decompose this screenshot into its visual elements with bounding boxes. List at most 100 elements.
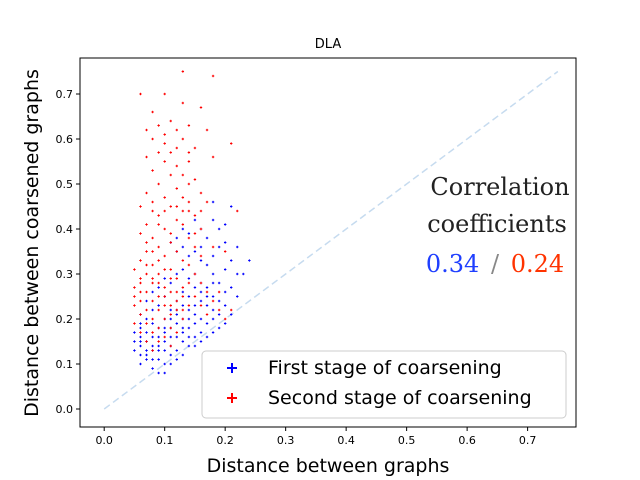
second-stage-point [175,205,178,208]
second-stage-point [211,299,215,303]
first-stage-point [163,371,166,375]
first-stage-point [230,205,233,208]
first-stage-point [230,259,233,262]
first-stage-point [211,317,215,321]
second-stage-point [133,304,136,307]
first-stage-point [169,281,172,285]
second-stage-point [157,295,160,298]
ticks-layer: 0.0 0.1 0.2 0.3 0.4 0.5 0.6 0.7 0.0 0.1 0.2 0.3 0.4 0… [56,88,537,447]
second-stage-point [151,236,154,240]
first-stage-point [181,227,185,231]
first-stage-point [169,362,172,366]
first-stage-point [199,299,203,303]
first-stage-point [181,290,185,294]
x-tick-label: 0.1 [156,434,174,447]
second-stage-point [145,290,148,294]
annotation-line-1: Correlation [430,173,569,201]
first-stage-point [187,335,191,339]
first-stage-point [217,227,221,231]
first-stage-point [211,308,215,312]
first-stage-point [181,353,185,357]
second-stage-point [223,250,227,253]
first-stage-point [205,295,209,298]
second-stage-point [145,155,148,159]
second-stage-point [145,191,148,195]
first-stage-point [217,281,221,285]
second-stage-point [145,241,148,244]
second-stage-point [157,182,160,186]
second-stage-point [205,200,209,204]
second-stage-point [169,241,172,244]
first-stage-point [175,322,178,325]
first-stage-point [205,286,209,289]
first-stage-point [187,295,191,298]
legend: First stage of coarsening Second stage o… [201,350,567,419]
legend-plus-first [227,363,237,373]
first-stage-point [199,259,203,262]
second-stage-point [157,326,160,330]
second-stage-point [211,74,215,78]
first-stage-point [187,308,191,312]
first-stage-point [181,340,185,343]
first-stage-point [205,335,209,339]
legend-marker-second-stage [227,393,237,403]
second-stage-point [157,308,160,312]
first-stage-point [175,236,178,240]
second-stage-point [181,173,185,177]
second-stage-point [151,110,154,114]
first-stage-point [157,358,160,361]
first-stage-point [145,317,148,321]
first-stage-point [151,335,154,339]
second-stage-point [163,268,166,271]
first-stage-point [151,308,154,312]
second-stage-point [169,268,172,271]
second-stage-point [169,304,172,307]
second-stage-point [163,304,166,307]
x-tick-label: 0.5 [398,434,416,447]
first-stage-point [157,349,160,352]
chart-title: DLA [315,37,342,52]
second-stage-point [187,263,191,267]
first-stage-point [133,349,136,352]
first-stage-point [169,335,172,339]
second-stage-point [175,299,178,303]
second-stage-point [145,272,148,276]
first-stage-point [151,322,154,325]
first-stage-point [193,335,197,339]
first-stage-point [157,371,160,375]
first-stage-point [151,344,154,348]
first-stage-point [139,322,142,325]
second-stage-point [163,317,166,321]
second-stage-point [169,173,172,177]
legend-marker-first-stage [227,363,237,373]
second-stage-point [145,322,148,325]
second-stage-point [139,313,142,316]
first-stage-point [223,241,227,244]
second-stage-point [175,146,178,150]
second-stage-point [145,250,148,253]
first-stage-point [242,272,245,276]
x-tick-label: 0.0 [95,434,113,447]
first-stage-point [205,236,209,240]
first-stage-point [139,335,142,339]
first-stage-point [199,331,203,334]
second-stage-point [145,308,148,312]
second-stage-point [175,250,178,253]
second-stage-point [187,200,191,204]
first-stage-point [193,286,197,289]
second-stage-point [133,295,136,298]
second-stage-point [145,340,148,343]
y-tick-label: 0.6 [56,133,74,146]
second-stage-point [163,286,166,289]
first-stage-point [217,326,221,330]
first-stage-point [223,304,227,307]
first-stage-point [211,272,215,276]
first-stage-point [151,367,154,370]
second-stage-point [217,308,221,312]
second-stage-point [157,245,160,249]
second-stage-point [169,232,172,235]
second-stage-point [139,232,142,235]
second-stage-point [175,128,178,132]
first-stage-point [181,326,185,330]
